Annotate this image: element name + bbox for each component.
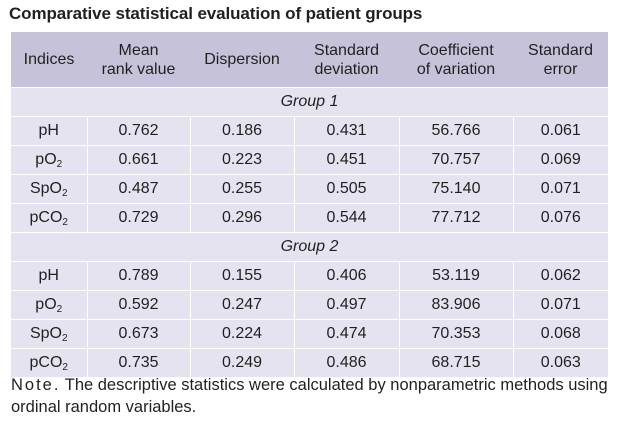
table-body: Group 1 pH 0.762 0.186 0.431 56.766 0.061 pO2 0.… [11, 87, 608, 378]
index-name: pO [35, 296, 57, 313]
value-cell: 0.076 [512, 203, 608, 233]
table-row: pCO2 0.729 0.296 0.544 77.712 0.076 [11, 203, 608, 233]
column-header-line: of variation [416, 60, 496, 78]
value-cell: 0.486 [293, 348, 399, 378]
index-subscript: 2 [62, 362, 68, 373]
value-cell: 0.661 [86, 145, 190, 175]
value-cell: 75.140 [398, 174, 513, 204]
value-cell: 0.255 [189, 174, 294, 204]
index-name: pCO [29, 354, 63, 371]
index-cell: SpO2 [11, 319, 87, 349]
column-header-line: Coefficient [418, 41, 494, 59]
value-cell: 0.592 [86, 290, 190, 320]
group-label: Group 1 [11, 87, 608, 117]
value-cell: 56.766 [398, 116, 513, 146]
table-row: pH 0.789 0.155 0.406 53.119 0.062 [11, 261, 608, 291]
value-cell: 0.224 [189, 319, 294, 349]
column-header: Indices [11, 32, 87, 88]
index-name: SpO [29, 180, 62, 197]
value-cell: 0.155 [189, 261, 294, 291]
index-subscript: 2 [61, 188, 68, 199]
index-subscript: 2 [62, 217, 68, 228]
note-text: The descriptive statistics were calculat… [11, 376, 608, 416]
note-label: Note. [11, 376, 61, 394]
index-cell: pCO2 [11, 203, 87, 233]
column-header: Standard error [513, 32, 608, 88]
column-header-line: rank value [101, 60, 176, 78]
index-cell: SpO2 [11, 174, 87, 204]
column-header-line: Indices [23, 51, 75, 68]
index-cell: pH [11, 116, 87, 146]
value-cell: 0.062 [512, 261, 608, 291]
index-name: pH [38, 122, 59, 139]
column-header-line: Standard [314, 41, 379, 59]
table-row: pO2 0.592 0.247 0.497 83.906 0.071 [11, 290, 608, 320]
table-row: pO2 0.661 0.223 0.451 70.757 0.069 [11, 145, 608, 175]
value-cell: 0.223 [189, 145, 294, 175]
index-cell: pO2 [11, 290, 87, 320]
column-header: Mean rank value [87, 32, 190, 88]
value-cell: 0.431 [293, 116, 399, 146]
value-cell: 0.762 [86, 116, 190, 146]
index-subscript: 2 [56, 304, 63, 315]
value-cell: 0.296 [189, 203, 294, 233]
index-subscript: 2 [61, 333, 68, 344]
value-cell: 0.497 [293, 290, 399, 320]
index-cell: pH [11, 261, 87, 291]
column-header-line: deviation [314, 60, 379, 78]
table-row: pCO2 0.735 0.249 0.486 68.715 0.063 [11, 348, 608, 378]
value-cell: 0.544 [293, 203, 399, 233]
index-name: pCO [29, 209, 63, 226]
value-cell: 70.353 [398, 319, 513, 349]
value-cell: 70.757 [398, 145, 513, 175]
group-row: Group 2 [11, 232, 608, 262]
index-cell: pCO2 [11, 348, 87, 378]
value-cell: 0.735 [86, 348, 190, 378]
statistics-table: Indices Mean rank value Dispersion Standard d… [11, 32, 608, 378]
group-row: Group 1 [11, 87, 608, 117]
table-row: SpO2 0.487 0.255 0.505 75.140 0.071 [11, 174, 608, 204]
value-cell: 0.071 [512, 290, 608, 320]
value-cell: 0.505 [293, 174, 399, 204]
value-cell: 0.071 [512, 174, 608, 204]
table-note: Note. The descriptive statistics were ca… [11, 374, 611, 418]
column-header-line: Dispersion [204, 51, 280, 68]
index-cell: pO2 [11, 145, 87, 175]
header-row: Indices Mean rank value Dispersion Standard d… [11, 32, 608, 88]
value-cell: 0.068 [512, 319, 608, 349]
value-cell: 0.247 [189, 290, 294, 320]
value-cell: 77.712 [398, 203, 513, 233]
value-cell: 0.406 [293, 261, 399, 291]
value-cell: 0.063 [512, 348, 608, 378]
table-row: pH 0.762 0.186 0.431 56.766 0.061 [11, 116, 608, 146]
index-name: SpO [29, 325, 62, 342]
column-header: Dispersion [190, 32, 294, 88]
column-header: Standard deviation [294, 32, 399, 88]
value-cell: 0.069 [512, 145, 608, 175]
column-header-line: Standard [528, 41, 593, 59]
group-label: Group 2 [11, 232, 608, 262]
value-cell: 0.451 [293, 145, 399, 175]
column-header-line: error [543, 60, 578, 78]
value-cell: 0.474 [293, 319, 399, 349]
value-cell: 83.906 [398, 290, 513, 320]
value-cell: 0.789 [86, 261, 190, 291]
index-name: pH [38, 267, 59, 284]
table-title: Comparative statistical evaluation of pa… [9, 4, 423, 23]
table-row: SpO2 0.673 0.224 0.474 70.353 0.068 [11, 319, 608, 349]
value-cell: 53.119 [398, 261, 513, 291]
index-subscript: 2 [56, 159, 63, 170]
value-cell: 0.729 [86, 203, 190, 233]
value-cell: 68.715 [398, 348, 513, 378]
column-header-line: Mean [118, 41, 159, 59]
value-cell: 0.186 [189, 116, 294, 146]
value-cell: 0.249 [189, 348, 294, 378]
index-name: pO [35, 151, 57, 168]
value-cell: 0.061 [512, 116, 608, 146]
column-header: Coefficient of variation [399, 32, 513, 88]
value-cell: 0.673 [86, 319, 190, 349]
value-cell: 0.487 [86, 174, 190, 204]
table-header: Indices Mean rank value Dispersion Standard d… [11, 32, 608, 88]
